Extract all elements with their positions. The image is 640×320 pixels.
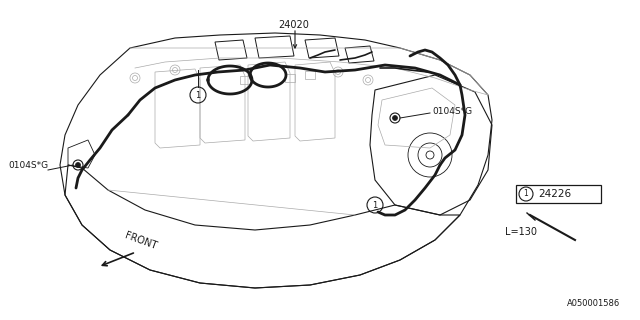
Text: A050001586: A050001586 xyxy=(567,299,620,308)
Text: 1: 1 xyxy=(195,91,200,100)
Bar xyxy=(240,76,250,84)
Text: 24020: 24020 xyxy=(278,20,309,30)
Text: 1: 1 xyxy=(524,189,529,198)
Text: 0104S*G: 0104S*G xyxy=(432,108,472,116)
Text: L=130: L=130 xyxy=(505,227,537,237)
Bar xyxy=(285,74,295,82)
Circle shape xyxy=(392,116,397,121)
Text: 0104S*G: 0104S*G xyxy=(8,161,48,170)
Circle shape xyxy=(76,163,81,167)
Text: 24226: 24226 xyxy=(538,189,571,199)
Bar xyxy=(305,71,315,79)
Text: 1: 1 xyxy=(372,201,378,210)
Text: FRONT: FRONT xyxy=(123,230,158,251)
